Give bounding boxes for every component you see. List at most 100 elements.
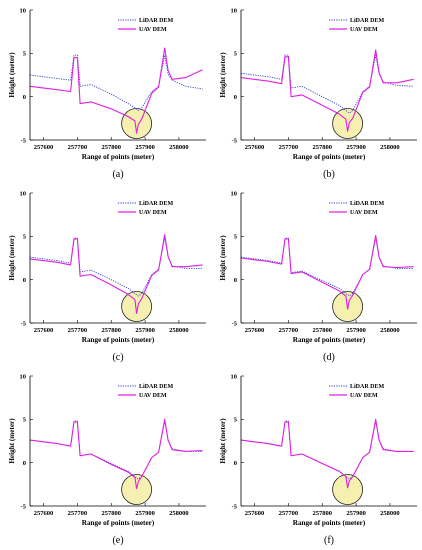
chart-panel-c: 10 5 0 -5 257600 257700 257800 257900 258000 Rang…	[8, 190, 206, 363]
x-tick-label: 258000	[169, 510, 189, 517]
y-tick-label: 10	[20, 190, 27, 197]
legend-label: LiDAR DEM	[139, 384, 174, 390]
y-tick-label: -5	[232, 320, 238, 327]
y-axis-label: Height (meter)	[8, 52, 16, 98]
y-tick-label: 10	[20, 7, 27, 14]
chart-panel-e: 10 5 0 -5 257600 257700 257800 257900 258000 Rang…	[8, 373, 206, 546]
x-tick-label: 257600	[34, 510, 54, 517]
x-axis-label: Range of points (meter)	[82, 519, 155, 527]
highlight-circle	[332, 108, 364, 139]
panel-caption: (b)	[323, 169, 335, 180]
y-tick-label: 0	[23, 460, 26, 467]
legend-label: UAV DEM	[139, 393, 167, 399]
x-tick-label: 257800	[312, 144, 332, 151]
panel-caption: (a)	[112, 169, 123, 180]
y-axis-label: Height (meter)	[8, 418, 16, 464]
y-axis-label: Height (meter)	[219, 418, 227, 464]
y-tick-label: -5	[232, 503, 238, 510]
y-axis-label: Height (meter)	[219, 52, 227, 98]
x-axis-label: Range of points (meter)	[293, 519, 366, 527]
y-tick-label: 10	[231, 7, 238, 14]
x-tick-label: 257800	[101, 144, 121, 151]
uav-dem-line	[240, 49, 414, 132]
highlight-circle	[121, 108, 153, 139]
x-tick-label: 257800	[312, 327, 332, 334]
uav-dem-line	[29, 47, 203, 134]
y-tick-label: 0	[234, 94, 237, 101]
x-axis-label: Range of points (meter)	[82, 153, 155, 161]
legend-label: UAV DEM	[139, 210, 167, 216]
y-tick-label: 0	[23, 277, 26, 284]
legend-label: LiDAR DEM	[350, 384, 385, 390]
legend-label: LiDAR DEM	[139, 201, 174, 207]
y-tick-label: 10	[231, 373, 238, 380]
x-axis-label: Range of points (meter)	[82, 336, 155, 344]
chart-panel-a: 10 5 0 -5 257600 257700 257800 257900 258000 Rang…	[8, 7, 206, 180]
lidar-dem-line	[29, 54, 203, 111]
legend-label: UAV DEM	[350, 393, 378, 399]
x-tick-label: 257800	[312, 510, 332, 517]
x-tick-label: 258000	[380, 144, 400, 151]
highlight-circle	[121, 291, 153, 322]
legend-label: LiDAR DEM	[350, 201, 385, 207]
y-axis-label: Height (meter)	[219, 235, 227, 281]
x-tick-label: 258000	[380, 327, 400, 334]
legend-label: UAV DEM	[350, 210, 378, 216]
highlight-circle	[121, 474, 153, 505]
x-tick-label: 257700	[279, 327, 299, 334]
y-tick-label: 5	[234, 234, 238, 241]
x-tick-label: 257600	[34, 144, 54, 151]
uav-dem-line	[240, 418, 414, 489]
x-tick-label: 257900	[346, 144, 366, 151]
uav-dem-line	[29, 234, 203, 315]
legend-label: UAV DEM	[139, 27, 167, 33]
x-tick-label: 257600	[34, 327, 54, 334]
y-tick-label: -5	[21, 503, 27, 510]
lidar-dem-line	[240, 54, 414, 114]
panel-caption: (c)	[112, 352, 123, 363]
y-tick-label: 5	[234, 51, 238, 58]
x-tick-label: 258000	[169, 144, 189, 151]
chart-panel-d: 10 5 0 -5 257600 257700 257800 257900 258000 Rang…	[219, 190, 417, 363]
panel-caption: (f)	[324, 535, 334, 546]
legend-label: LiDAR DEM	[350, 18, 385, 24]
x-tick-label: 258000	[380, 510, 400, 517]
x-axis-label: Range of points (meter)	[293, 153, 366, 161]
x-tick-label: 257900	[135, 144, 155, 151]
x-axis-label: Range of points (meter)	[293, 336, 366, 344]
uav-dem-line	[240, 234, 414, 310]
y-tick-label: 5	[23, 51, 27, 58]
x-tick-label: 257900	[346, 510, 366, 517]
y-tick-label: -5	[21, 320, 27, 327]
x-tick-label: 257600	[245, 144, 265, 151]
x-tick-label: 257900	[135, 327, 155, 334]
legend-label: LiDAR DEM	[139, 18, 174, 24]
uav-dem-line	[29, 418, 203, 490]
y-tick-label: 0	[234, 277, 237, 284]
panel-caption: (d)	[323, 352, 335, 363]
highlight-circle	[332, 474, 364, 505]
y-tick-label: 0	[23, 94, 26, 101]
x-tick-label: 257600	[245, 327, 265, 334]
x-tick-label: 257700	[68, 144, 88, 151]
chart-panel-f: 10 5 0 -5 257600 257700 257800 257900 258000 Rang…	[219, 373, 417, 546]
y-tick-label: 5	[234, 417, 238, 424]
x-tick-label: 257600	[245, 510, 265, 517]
y-tick-label: 5	[23, 417, 27, 424]
x-tick-label: 257700	[68, 327, 88, 334]
x-tick-label: 257700	[279, 510, 299, 517]
x-tick-label: 258000	[169, 327, 189, 334]
x-tick-label: 257700	[68, 510, 88, 517]
y-tick-label: 10	[20, 373, 27, 380]
y-tick-label: -5	[232, 137, 238, 144]
x-tick-label: 257800	[101, 510, 121, 517]
panel-caption: (e)	[112, 535, 123, 546]
legend-label: UAV DEM	[350, 27, 378, 33]
chart-panel-b: 10 5 0 -5 257600 257700 257800 257900 258000 Rang…	[219, 7, 417, 180]
y-tick-label: 10	[231, 190, 238, 197]
y-tick-label: -5	[21, 137, 27, 144]
x-tick-label: 257900	[135, 510, 155, 517]
y-axis-label: Height (meter)	[8, 235, 16, 281]
x-tick-label: 257800	[101, 327, 121, 334]
